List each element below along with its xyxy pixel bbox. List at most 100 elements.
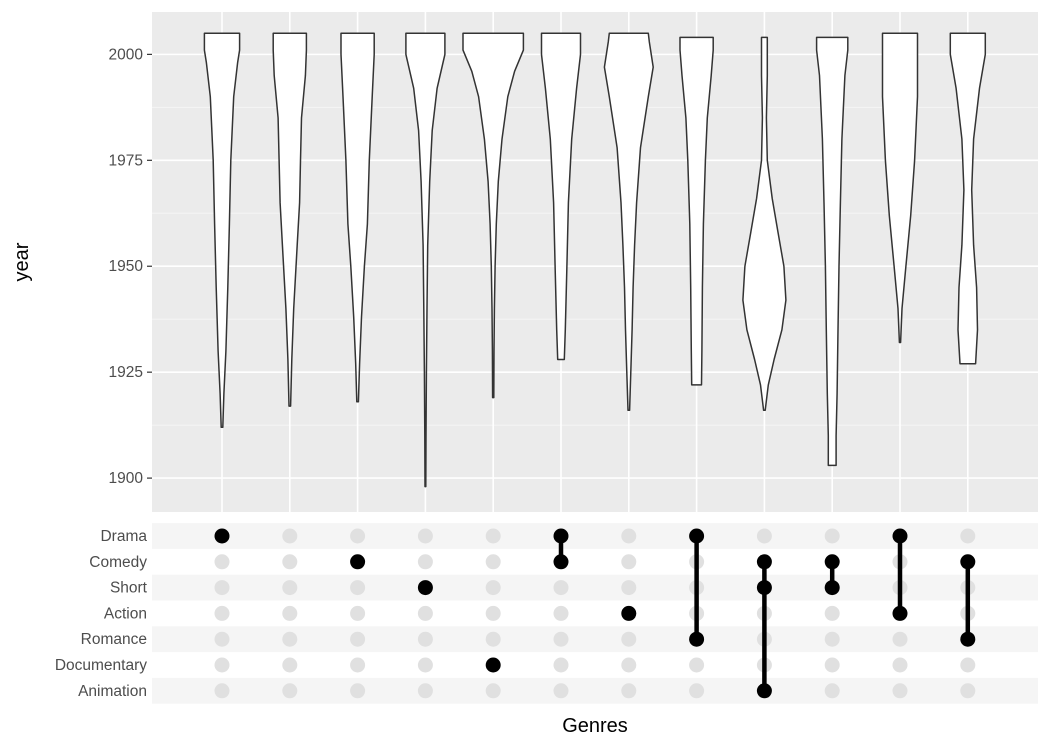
matrix-dot-inactive xyxy=(553,631,569,647)
matrix-dot-inactive xyxy=(756,528,772,544)
matrix-dot-inactive xyxy=(282,605,298,621)
violin-4 xyxy=(405,32,446,488)
matrix-dot-inactive xyxy=(892,657,908,673)
matrix-dot-inactive xyxy=(417,683,433,699)
matrix-dot-active xyxy=(350,554,366,570)
matrix-dot-inactive xyxy=(417,657,433,673)
violin-5 xyxy=(462,32,525,399)
set-label-animation: Animation xyxy=(78,683,147,700)
matrix-dot-inactive xyxy=(553,657,569,673)
violin-1 xyxy=(203,32,241,429)
matrix-dot-inactive xyxy=(485,554,501,570)
matrix-dot-inactive xyxy=(282,631,298,647)
matrix-row-band xyxy=(152,523,1038,549)
matrix-dot-inactive xyxy=(621,631,637,647)
violin-11 xyxy=(881,32,919,344)
matrix-dot-inactive xyxy=(824,683,840,699)
matrix-row-band xyxy=(152,677,1038,704)
matrix-dot-inactive xyxy=(214,657,230,673)
matrix-dot-inactive xyxy=(824,605,840,621)
matrix-dot-inactive xyxy=(485,528,501,544)
matrix-dot-inactive xyxy=(689,683,705,699)
matrix-dot-active xyxy=(214,528,230,544)
matrix-dot-inactive xyxy=(350,580,366,596)
matrix-dot-inactive xyxy=(350,657,366,673)
x-axis-title: Genres xyxy=(562,715,628,737)
matrix-dot-inactive xyxy=(553,605,569,621)
y-tick-label: 1925 xyxy=(109,364,143,381)
matrix-dot-inactive xyxy=(621,554,637,570)
set-label-action: Action xyxy=(104,605,147,622)
matrix-dot-active xyxy=(621,605,637,621)
matrix-dot-inactive xyxy=(214,683,230,699)
matrix-dot-active xyxy=(824,580,840,596)
matrix-dot-active xyxy=(417,580,433,596)
matrix-dot-inactive xyxy=(417,631,433,647)
matrix-dot-active xyxy=(689,528,705,544)
matrix-dot-inactive xyxy=(485,605,501,621)
matrix-dot-inactive xyxy=(214,631,230,647)
violin-2 xyxy=(272,32,308,407)
matrix-dot-active xyxy=(892,605,908,621)
matrix-dot-inactive xyxy=(214,580,230,596)
matrix-dot-inactive xyxy=(214,554,230,570)
violin-7 xyxy=(603,32,654,412)
violin-8 xyxy=(679,36,714,386)
matrix-dot-inactive xyxy=(214,605,230,621)
matrix-dot-inactive xyxy=(621,580,637,596)
matrix-dot-active xyxy=(892,528,908,544)
matrix-dot-inactive xyxy=(960,528,976,544)
intersection-matrix: Drama Comedy Short Action Romance Documentary… xyxy=(55,523,1038,704)
matrix-row-band xyxy=(152,626,1038,653)
matrix-dot-inactive xyxy=(417,554,433,570)
violin-series xyxy=(203,32,987,488)
matrix-dot-inactive xyxy=(892,631,908,647)
matrix-dot-inactive xyxy=(824,528,840,544)
matrix-dot-active xyxy=(756,683,772,699)
matrix-dot-inactive xyxy=(824,631,840,647)
matrix-dot-inactive xyxy=(417,528,433,544)
set-label-drama: Drama xyxy=(100,528,147,545)
set-label-comedy: Comedy xyxy=(89,554,147,571)
matrix-dot-active xyxy=(756,580,772,596)
y-tick-label: 1975 xyxy=(109,152,143,169)
violin-6 xyxy=(540,32,582,361)
matrix-dot-inactive xyxy=(350,528,366,544)
matrix-dot-inactive xyxy=(960,683,976,699)
matrix-dot-inactive xyxy=(282,528,298,544)
matrix-dot-inactive xyxy=(689,657,705,673)
matrix-dot-active xyxy=(553,528,569,544)
matrix-dot-inactive xyxy=(824,657,840,673)
y-axis-title: year xyxy=(11,242,33,281)
matrix-dot-inactive xyxy=(892,683,908,699)
matrix-dot-inactive xyxy=(350,683,366,699)
matrix-dot-inactive xyxy=(621,657,637,673)
matrix-row-band xyxy=(152,574,1038,601)
matrix-dot-inactive xyxy=(350,631,366,647)
violin-12 xyxy=(949,32,987,365)
matrix-dot-active xyxy=(485,657,501,673)
matrix-dot-inactive xyxy=(282,657,298,673)
matrix-dot-inactive xyxy=(621,528,637,544)
y-tick-label: 1950 xyxy=(109,258,144,275)
matrix-dot-inactive xyxy=(282,683,298,699)
violin-10 xyxy=(815,36,849,467)
y-tick-label: 1900 xyxy=(109,470,144,487)
violin-9 xyxy=(742,36,787,412)
set-label-short: Short xyxy=(110,580,148,597)
matrix-dot-active xyxy=(960,554,976,570)
matrix-dot-inactive xyxy=(282,554,298,570)
matrix-dot-active xyxy=(756,554,772,570)
matrix-dot-inactive xyxy=(553,580,569,596)
matrix-dot-inactive xyxy=(485,631,501,647)
matrix-dot-inactive xyxy=(417,605,433,621)
matrix-dot-inactive xyxy=(621,683,637,699)
violin-3 xyxy=(340,32,375,403)
matrix-dot-inactive xyxy=(485,683,501,699)
matrix-dot-active xyxy=(824,554,840,570)
matrix-dot-active xyxy=(960,631,976,647)
matrix-dot-inactive xyxy=(350,605,366,621)
matrix-dot-inactive xyxy=(282,580,298,596)
matrix-dot-inactive xyxy=(485,580,501,596)
